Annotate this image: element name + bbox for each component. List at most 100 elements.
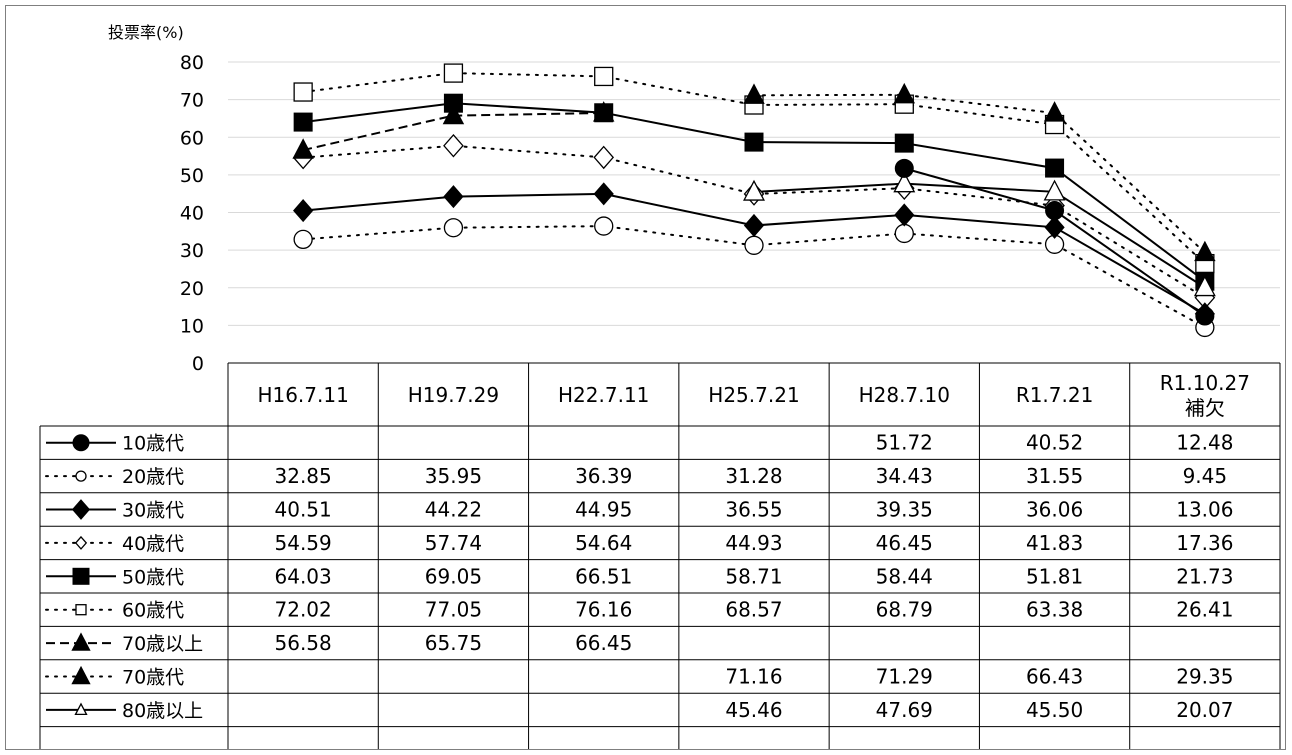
y-tick-label: 20 xyxy=(180,278,204,300)
data-value: 66.45 xyxy=(575,631,632,655)
data-value: 56.58 xyxy=(275,631,332,655)
data-value: 36.55 xyxy=(725,498,782,522)
data-value: 51.81 xyxy=(1026,564,1083,588)
data-point xyxy=(293,199,314,223)
data-value: 69.05 xyxy=(425,564,482,588)
category-label: R1.10.27 xyxy=(1160,371,1250,395)
category-label: H22.7.11 xyxy=(558,383,649,407)
y-tick-label: 10 xyxy=(180,315,204,337)
data-value: 34.43 xyxy=(876,464,933,488)
data-value: 31.55 xyxy=(1026,464,1083,488)
series-line-80歳以上 xyxy=(753,182,1206,289)
data-point xyxy=(593,182,614,206)
data-value: 72.02 xyxy=(275,598,332,622)
data-value: 47.69 xyxy=(876,698,933,722)
data-value: 77.05 xyxy=(425,598,482,622)
table-row: 70歳以上 56.58 65.75 66.45 xyxy=(46,631,632,655)
data-point xyxy=(1043,179,1066,201)
legend-marker xyxy=(75,604,87,616)
data-point xyxy=(293,229,313,250)
data-point xyxy=(743,179,765,201)
y-axis-label: 投票率(%) xyxy=(108,23,184,42)
legend-label: 50歳代 xyxy=(122,566,184,588)
data-point xyxy=(443,63,464,83)
data-point xyxy=(744,235,764,255)
data-value: 32.85 xyxy=(275,464,332,488)
data-value: 29.35 xyxy=(1176,665,1233,689)
y-tick-label: 60 xyxy=(180,127,204,149)
y-tick-label: 70 xyxy=(180,90,204,112)
data-value: 65.75 xyxy=(425,631,482,655)
legend-label: 20歳代 xyxy=(122,466,184,488)
data-point xyxy=(894,223,914,244)
category-label: H28.7.10 xyxy=(859,383,950,407)
data-point xyxy=(443,218,464,238)
data-value: 51.72 xyxy=(876,431,933,455)
legend-label: 10歳代 xyxy=(122,433,184,455)
data-value: 68.57 xyxy=(725,598,782,622)
table-row: 60歳代 72.02 77.05 76.16 68.57 68.79 63.38 26.41 xyxy=(45,598,1233,622)
data-value: 21.73 xyxy=(1176,564,1233,588)
data-point xyxy=(293,112,313,132)
gridlines xyxy=(228,61,1280,326)
data-value: 20.07 xyxy=(1176,698,1233,722)
legend-marker xyxy=(71,665,91,685)
table-row: 50歳代 64.03 69.05 66.51 58.71 58.44 51.81 21.73 xyxy=(46,564,1233,588)
data-point xyxy=(1043,101,1066,122)
data-value: 26.41 xyxy=(1176,598,1233,622)
data-point xyxy=(442,103,465,125)
data-value: 71.16 xyxy=(725,665,782,689)
category-label: H16.7.11 xyxy=(257,383,348,407)
data-value: 71.29 xyxy=(876,665,933,689)
y-tick-label: 50 xyxy=(180,165,204,187)
table-row: 10歳代 51.72 40.52 12.48 xyxy=(46,431,1233,455)
data-point xyxy=(594,216,614,236)
data-value: 64.03 xyxy=(275,564,332,588)
data-value: 31.28 xyxy=(725,464,782,488)
category-label: R1.7.21 xyxy=(1016,383,1094,407)
legend-marker xyxy=(72,567,90,585)
category-label: H25.7.21 xyxy=(708,383,799,407)
data-point xyxy=(592,101,615,122)
data-value: 36.39 xyxy=(575,464,632,488)
data-point xyxy=(1195,306,1215,326)
data-point xyxy=(593,145,615,170)
table-row: 30歳代 40.51 44.22 44.95 36.55 39.35 36.06 13.06 xyxy=(46,498,1233,522)
data-value: 54.64 xyxy=(575,531,632,555)
data-point xyxy=(893,171,916,193)
table-row: 70歳代 71.16 71.29 66.43 29.35 xyxy=(45,665,1233,689)
legend-marker xyxy=(74,535,88,550)
data-point xyxy=(443,185,464,209)
data-value: 66.43 xyxy=(1026,665,1083,689)
category-label: 補欠 xyxy=(1185,396,1225,420)
data-value: 13.06 xyxy=(1176,498,1233,522)
data-value: 36.06 xyxy=(1026,498,1083,522)
data-point xyxy=(594,66,614,87)
data-value: 12.48 xyxy=(1176,431,1233,455)
legend-label: 80歳以上 xyxy=(122,700,203,722)
data-value: 58.44 xyxy=(876,564,933,588)
data-value: 57.74 xyxy=(425,531,482,555)
data-value: 35.95 xyxy=(425,464,482,488)
legend-label: 70歳代 xyxy=(122,667,184,689)
data-point xyxy=(894,158,914,178)
data-point xyxy=(744,132,764,152)
legend-label: 60歳代 xyxy=(122,600,184,622)
data-value: 45.46 xyxy=(725,698,782,722)
data-value: 46.45 xyxy=(876,531,933,555)
data-value: 76.16 xyxy=(575,598,632,622)
data-value: 66.51 xyxy=(575,564,632,588)
data-table: H16.7.11 H19.7.29 H22.7.11 H25.7.21 H28.7.10… xyxy=(39,362,1281,749)
data-value: 39.35 xyxy=(876,498,933,522)
data-value: 40.51 xyxy=(275,498,332,522)
data-point xyxy=(894,133,914,153)
legend-marker xyxy=(71,632,91,651)
data-point xyxy=(1045,158,1065,178)
data-value: 44.22 xyxy=(425,498,482,522)
data-point xyxy=(1194,240,1216,262)
y-tick-label: 0 xyxy=(192,353,204,375)
data-value: 41.83 xyxy=(1026,531,1083,555)
data-point xyxy=(1045,201,1065,221)
y-axis: 0 10 20 30 40 50 60 70 80 投票率(%) xyxy=(108,23,204,375)
legend-label: 30歳代 xyxy=(122,500,184,522)
